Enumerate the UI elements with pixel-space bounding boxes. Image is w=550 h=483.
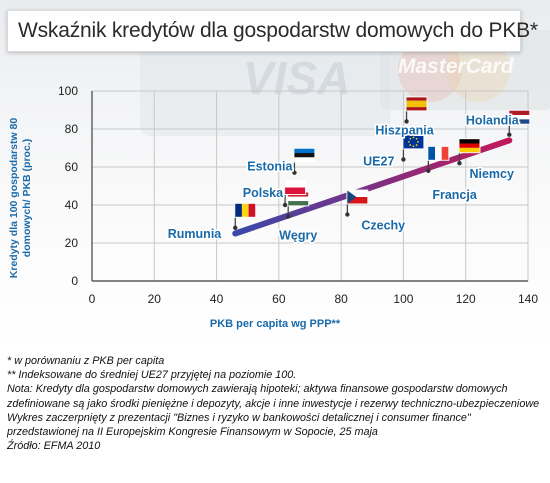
background-mastercard-circle-left: [398, 38, 462, 102]
point-label-estonia: Estonia: [247, 160, 293, 174]
flag-stripe: [294, 157, 315, 162]
y-tick-label: 0: [71, 274, 78, 288]
y-tick-label: 40: [65, 198, 79, 212]
point-label-polska: Polska: [243, 186, 284, 200]
point-label-francja: Francja: [432, 188, 478, 202]
flag-ue27-icon: [402, 134, 425, 160]
y-tick-label: 100: [58, 84, 78, 98]
flag-stripe: [441, 146, 449, 160]
flag-stripe: [459, 143, 480, 148]
point-label-holandia: Holandia: [466, 114, 520, 128]
y-tick-label: 20: [65, 236, 79, 250]
flag-star: [415, 144, 418, 146]
footnote-3: Nota: Kredyty dla gospodarstw domowych z…: [7, 383, 540, 410]
flag-stripe: [509, 119, 530, 124]
data-point-polska: [282, 202, 288, 208]
flag-stripe: [406, 103, 427, 108]
point-label-ue27: UE27: [363, 154, 394, 168]
y-tick-label: 80: [65, 122, 79, 136]
background-mastercard-logo: MasterCard: [398, 55, 515, 78]
x-tick-label: 100: [393, 292, 413, 306]
flag-stripe: [294, 153, 315, 158]
data-point-francja: [426, 168, 431, 173]
background-mastercard-circle-right: [446, 38, 510, 102]
flag-stripe: [459, 139, 480, 144]
x-tick-label: 120: [456, 292, 476, 306]
data-point-estonia: [292, 170, 297, 175]
x-tick-label: 0: [89, 292, 96, 306]
flag-stripe: [435, 146, 442, 160]
x-axis-label: PKB per capita wg PPP**: [210, 318, 341, 330]
point-label-czechy: Czechy: [361, 219, 405, 233]
y-axis-label-line-1: Kredyty dla 100 gospodarstw 80: [8, 118, 20, 279]
flag-field: [403, 135, 424, 149]
flag-star: [412, 145, 415, 148]
flag-stripe: [509, 110, 530, 116]
flag-francja-icon: [427, 145, 450, 171]
point-label-niemcy: Niemcy: [469, 167, 514, 181]
flag-stripe: [347, 197, 368, 204]
x-tick-label: 40: [210, 292, 224, 306]
data-point-czechy: [345, 212, 350, 217]
data-point-ue27: [401, 157, 406, 162]
footnote-4: Wykres zaczerpnięty z prezentacji "Bizne…: [7, 411, 471, 439]
flag-star: [409, 144, 412, 146]
footnote-5: Źródło: EFMA 2010: [7, 440, 101, 453]
x-tick-label: 140: [518, 292, 538, 306]
flag-rumunia-icon: [234, 202, 257, 228]
flag-holandia-icon: [508, 109, 531, 135]
flag-star: [412, 136, 415, 139]
flag-stripe: [406, 100, 427, 104]
footnote-1: * w porównaniu z PKB per capita: [7, 355, 165, 367]
point-label-rumunia: Rumunia: [168, 227, 223, 241]
flag-star: [409, 137, 412, 140]
flag-triangle: [347, 190, 357, 204]
data-point-hiszpania: [404, 119, 409, 124]
point-label-hiszpania: Hiszpania: [375, 123, 434, 137]
x-tick-label: 60: [272, 292, 286, 306]
flag-stripe: [248, 203, 256, 217]
footnote-2: ** Indeksowane do średniej UE27 przyjęte…: [7, 369, 297, 382]
flag-stripe: [509, 115, 530, 120]
trend-line: [232, 137, 513, 237]
flag-stripe: [347, 190, 368, 197]
data-point-rumunia: [233, 225, 238, 230]
x-tick-label: 80: [334, 292, 348, 306]
data-point-holandia: [507, 132, 512, 137]
flag-stripe: [294, 148, 315, 154]
flag-czechy-icon: [346, 189, 369, 215]
x-tick-label: 20: [148, 292, 162, 306]
background-visa-logo: VISA: [243, 52, 350, 104]
flag-stripe: [235, 203, 242, 217]
flag-stripe: [288, 196, 309, 202]
chart-title: Wskaźnik kredytów dla gospodarstw domowy…: [18, 19, 538, 42]
y-tick-label: 60: [65, 160, 79, 174]
scatter-chart: VISA MasterCard 0 20 40 60 80 100 0 20 40 60 80 100 1…: [58, 26, 550, 330]
background-card-visa: [140, 26, 390, 136]
flag-star: [408, 141, 410, 143]
flag-stripe: [459, 147, 480, 153]
chart-area: VISA MasterCard 0 20 40 60 80 100 0 20 40 60 80 100 1…: [0, 0, 550, 348]
flag-star: [415, 137, 418, 140]
y-axis-label-line-2: domowych/ PKB (proc.): [21, 139, 33, 257]
y-axis-label: Kredyty dla 100 gospodarstw 80 domowych/…: [5, 98, 35, 298]
flag-stripe: [428, 146, 436, 160]
flag-niemcy-icon: [458, 138, 481, 164]
footnotes: * w porównaniu z PKB per capita ** Indek…: [7, 354, 543, 453]
flag-polska-icon: [284, 180, 307, 205]
data-point-niemcy: [457, 161, 462, 166]
flag-hiszpania-icon: [405, 96, 428, 122]
point-label-węgry: Węgry: [279, 228, 317, 242]
data-point-węgry: [286, 214, 291, 219]
flag-stripe: [406, 107, 427, 111]
flag-stripe: [285, 187, 306, 194]
flag-star: [417, 141, 419, 143]
flag-stripe: [285, 181, 306, 188]
flag-estonia-icon: [293, 147, 316, 173]
title-box: Wskaźnik kredytów dla gospodarstw domowy…: [7, 10, 538, 52]
flag-stripe: [241, 203, 249, 217]
flag-stripe: [406, 97, 427, 101]
flag-stripe: [288, 201, 309, 206]
